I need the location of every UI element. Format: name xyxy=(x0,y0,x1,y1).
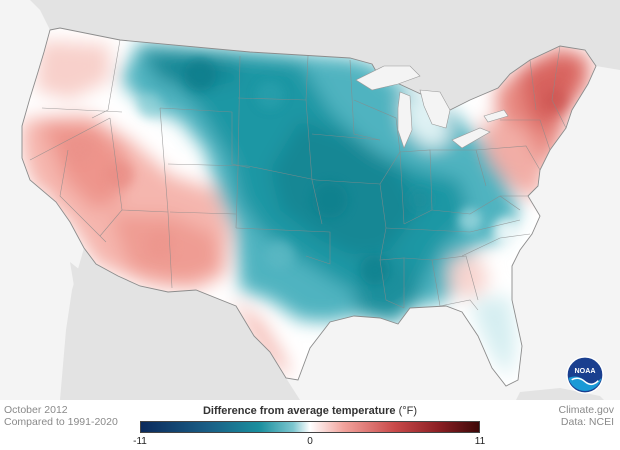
lake-michigan xyxy=(397,91,413,149)
legend-max-label: 11 xyxy=(474,436,486,447)
lake-huron xyxy=(419,89,451,129)
cuba-landmass xyxy=(516,388,604,400)
map-frame xyxy=(21,0,620,400)
legend-zero-label: 0 xyxy=(307,436,313,447)
state-boundaries xyxy=(29,39,567,311)
lake-ontario xyxy=(483,109,509,123)
map-date: October 2012 xyxy=(4,404,68,416)
legend-title-text: Difference from average temperature xyxy=(202,405,396,417)
legend-min-label: -11 xyxy=(133,436,147,447)
temperature-anomaly-map xyxy=(21,0,620,400)
credit-site: Climate.gov xyxy=(558,404,614,416)
lake-erie xyxy=(451,127,491,149)
noaa-logo: NOAA xyxy=(566,356,604,394)
credit-data: Data: NCEI xyxy=(560,416,614,428)
great-lakes xyxy=(355,65,509,149)
baja-peninsula xyxy=(70,262,110,380)
svg-text:NOAA: NOAA xyxy=(575,367,596,375)
color-scale-bar xyxy=(140,421,480,433)
lake-superior xyxy=(355,65,421,91)
canada-landmass xyxy=(30,0,620,110)
legend-title: Difference from average temperature (°F) xyxy=(140,405,480,417)
baseline-period: Compared to 1991-2020 xyxy=(4,416,118,428)
mexico-landmass xyxy=(60,248,300,400)
legend-unit: (°F) xyxy=(398,405,418,417)
